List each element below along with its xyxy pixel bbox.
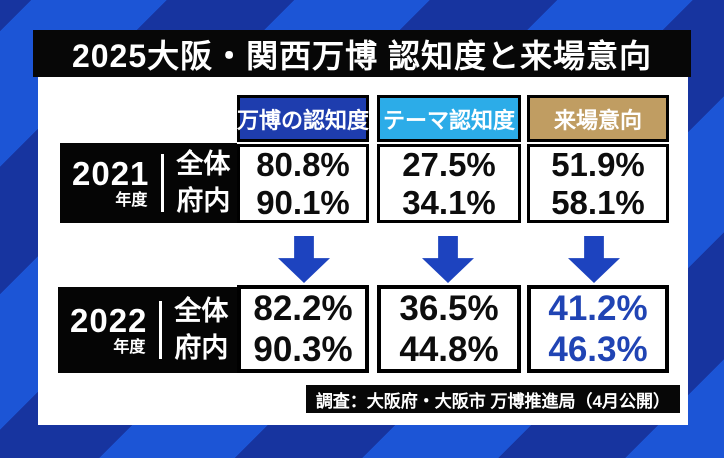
title-banner: 2025大阪・関西万博 認知度と来場意向 xyxy=(33,30,691,77)
column-header-theme-awareness: テーマ認知度 xyxy=(377,95,521,142)
cell-2021-visit-intention: 51.9% 58.1% xyxy=(527,144,669,223)
cell-2021-expo-awareness: 80.8% 90.1% xyxy=(237,144,369,223)
scope-overall-label: 全体 xyxy=(176,149,231,179)
column-header-visit-intention: 来場意向 xyxy=(527,95,669,142)
scope-prefecture-label: 府内 xyxy=(174,333,229,363)
column-header-label: テーマ認知度 xyxy=(382,107,515,133)
year-text: 2022 xyxy=(70,302,148,339)
value-2022-theme-overall: 36.5% xyxy=(399,289,499,328)
value-2022-expo-overall: 82.2% xyxy=(253,289,353,328)
source-text: 調査：大阪府・大阪市 万博推進局（4月公開） xyxy=(315,391,670,411)
year-block: 2022 年度 xyxy=(70,304,147,356)
scope-labels: 全体 府内 xyxy=(176,146,230,220)
value-2021-visit-prefecture: 58.1% xyxy=(551,183,645,221)
row-label-2022: 2022 年度 全体 府内 xyxy=(58,287,237,373)
page-title: 2025大阪・関西万博 認知度と来場意向 xyxy=(71,37,653,74)
scope-prefecture-label: 府内 xyxy=(176,186,231,216)
survey-table-card: 万博の認知度 テーマ認知度 来場意向 2021 年度 全体 府内 80.8% 9… xyxy=(38,77,688,425)
cell-2022-expo-awareness: 82.2% 90.3% xyxy=(237,285,369,373)
year-suffix: 年度 xyxy=(115,192,148,209)
cell-2022-visit-intention: 41.2% 46.3% xyxy=(527,285,669,373)
value-2021-visit-overall: 51.9% xyxy=(551,145,645,183)
source-note: 調査：大阪府・大阪市 万博推進局（4月公開） xyxy=(305,385,680,413)
year-block: 2021 年度 xyxy=(72,157,149,209)
column-header-expo-awareness: 万博の認知度 xyxy=(237,95,369,142)
divider xyxy=(161,154,165,212)
value-2022-visit-overall: 41.2% xyxy=(548,289,648,328)
cell-2021-theme-awareness: 27.5% 34.1% xyxy=(377,144,521,223)
divider xyxy=(159,301,163,359)
row-label-2021: 2021 年度 全体 府内 xyxy=(60,143,237,223)
scope-overall-label: 全体 xyxy=(174,296,229,326)
value-2022-expo-prefecture: 90.3% xyxy=(253,330,353,369)
down-arrow-icon xyxy=(278,236,330,283)
value-2022-visit-prefecture: 46.3% xyxy=(548,330,648,369)
value-2021-expo-overall: 80.8% xyxy=(256,145,350,183)
column-header-label: 来場意向 xyxy=(553,107,642,133)
value-2021-expo-prefecture: 90.1% xyxy=(256,183,350,221)
value-2022-theme-prefecture: 44.8% xyxy=(399,330,499,369)
cell-2022-theme-awareness: 36.5% 44.8% xyxy=(377,285,521,373)
scope-labels: 全体 府内 xyxy=(174,293,228,367)
column-header-label: 万博の認知度 xyxy=(237,107,370,133)
year-suffix: 年度 xyxy=(113,339,146,356)
value-2021-theme-prefecture: 34.1% xyxy=(402,183,496,221)
down-arrow-icon xyxy=(422,236,474,283)
down-arrow-icon xyxy=(568,236,620,283)
year-text: 2021 xyxy=(72,155,150,192)
value-2021-theme-overall: 27.5% xyxy=(402,145,496,183)
